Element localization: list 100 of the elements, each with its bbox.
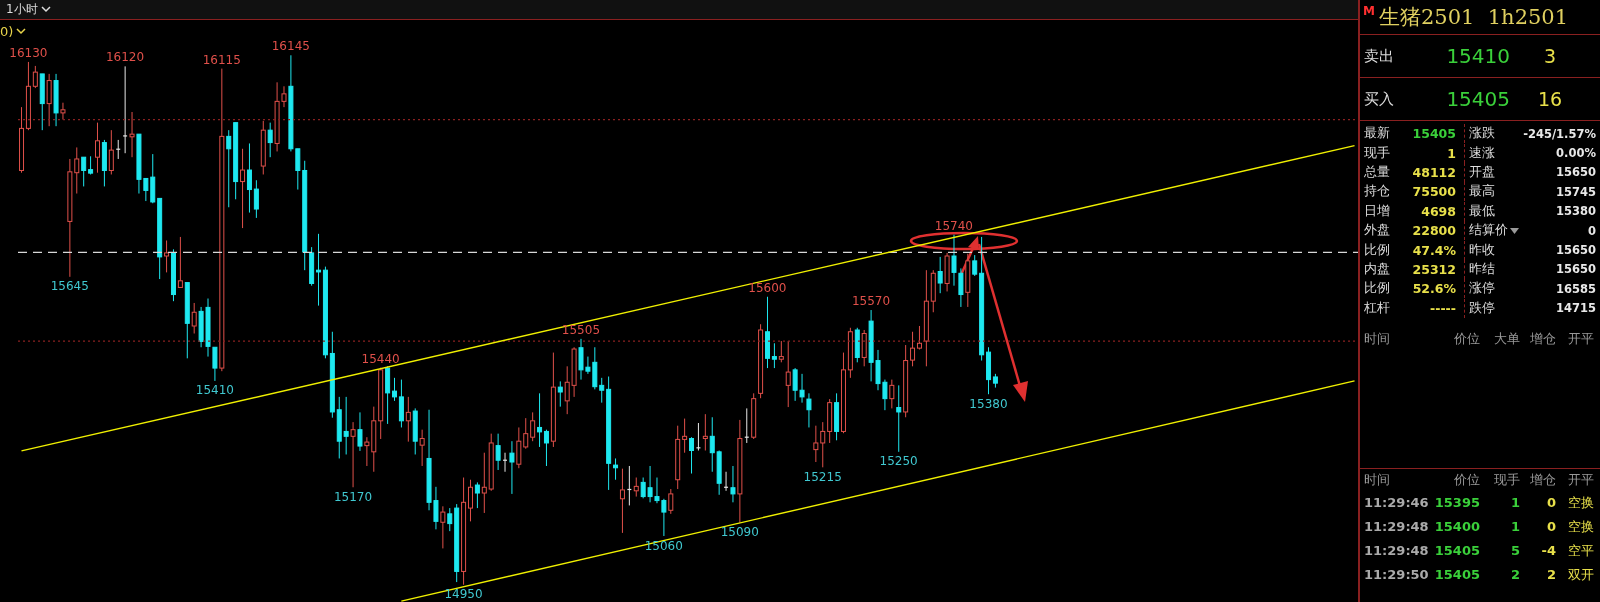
- annotation: 15570: [851, 294, 891, 309]
- candlestick: [702, 413, 708, 451]
- candlestick: [813, 425, 819, 463]
- text: M: [1363, 4, 1375, 18]
- text: 11:29:50 15405 2 2 双开: [1364, 566, 1594, 583]
- candlestick: [60, 102, 66, 121]
- candlestick: [81, 156, 87, 187]
- annotation: 15440: [361, 351, 400, 366]
- candlestick: [316, 233, 322, 307]
- candlestick: [129, 111, 135, 158]
- candlestick: [682, 418, 688, 454]
- text: 日增 4698 最低 15380: [1364, 202, 1596, 219]
- candlestick: [509, 440, 515, 495]
- text: 时间 价位 大单 增仓 开平: [1364, 330, 1594, 346]
- candlestick: [191, 302, 197, 335]
- candlestick: [440, 505, 446, 549]
- candlestick: [240, 148, 246, 229]
- candlestick: [226, 129, 232, 208]
- text: 总量 48112 开盘 15650: [1364, 163, 1596, 180]
- candlestick: [447, 507, 453, 532]
- annotation: 15380: [969, 396, 1008, 411]
- candlestick: [357, 411, 363, 452]
- annotation: 16130: [9, 45, 48, 60]
- text: 比例 52.6% 涨停 16585: [1364, 280, 1596, 297]
- candlestick: [343, 396, 349, 455]
- annotation: 16120: [105, 50, 145, 65]
- text: 11:29:48 15405 5 -4 空平: [1364, 542, 1594, 559]
- candlestick: [122, 65, 128, 154]
- candlestick: [108, 129, 114, 175]
- text: 时间 价位 现手 增仓 开平: [1364, 471, 1594, 487]
- candlestick: [633, 477, 639, 498]
- annotation: 15645: [50, 279, 89, 294]
- candlestick: [398, 379, 404, 428]
- text: 卖出 15410 3: [1364, 44, 1557, 68]
- candlestick: [599, 377, 605, 404]
- candlestick: [958, 267, 964, 308]
- candlestick: [778, 340, 784, 363]
- text: 现手 1 速涨 0.00%: [1364, 144, 1596, 161]
- candlestick: [613, 457, 619, 481]
- candlestick: [95, 122, 100, 174]
- candlestick: [523, 417, 529, 450]
- candlestick: [253, 179, 259, 219]
- text: 杠杆 ----- 跌停 14715: [1364, 299, 1596, 316]
- candlestick: [246, 142, 252, 214]
- annotation: 15170: [333, 489, 373, 504]
- candlestick: [689, 436, 695, 475]
- text: 最新 15405 涨跌 -245/1.57%: [1364, 125, 1596, 142]
- annotation: 15215: [803, 469, 842, 484]
- text: 比例 47.4% 昨收 15650: [1364, 241, 1596, 258]
- candlestick: [481, 452, 487, 514]
- candlestick: [951, 234, 957, 287]
- annotation: 15740: [934, 218, 974, 233]
- candlestick: [668, 488, 674, 515]
- text: 0): [0, 24, 14, 39]
- candlestick: [495, 433, 501, 471]
- candlestick: [537, 392, 543, 448]
- candlestick: [771, 342, 777, 369]
- candlestick: [861, 329, 867, 367]
- candlestick: [267, 122, 273, 158]
- candlestick: [896, 384, 902, 453]
- candlestick: [972, 254, 978, 277]
- candlestick: [164, 239, 170, 273]
- annotation: 14950: [444, 587, 483, 602]
- annotation: 15410: [195, 383, 234, 398]
- text: 生猪2501 1h2501: [1378, 4, 1569, 31]
- annotation: 15060: [644, 538, 683, 553]
- candlestick: [785, 340, 791, 408]
- text: 外盘 22800 结算价 0: [1364, 222, 1596, 239]
- text: 买入 15405 16: [1364, 87, 1563, 111]
- candlestick: [212, 346, 218, 382]
- candlestick: [46, 73, 52, 127]
- candlestick: [889, 379, 895, 409]
- candlestick: [619, 468, 625, 534]
- candlestick: [32, 65, 38, 89]
- candlestick: [910, 331, 916, 367]
- candlestick: [730, 465, 736, 503]
- candlestick: [937, 256, 943, 294]
- candlestick: [467, 479, 473, 522]
- candlestick: [350, 421, 356, 488]
- text: 11:29:48 15400 1 0 空换: [1364, 518, 1594, 535]
- annotation: 15505: [561, 322, 601, 337]
- candlestick: [419, 429, 425, 467]
- candlestick: [820, 421, 826, 468]
- candlestick: [557, 380, 563, 408]
- text: 持仓 75500 最高 15745: [1364, 183, 1596, 200]
- candlestick: [806, 392, 812, 428]
- annotation: 15250: [879, 454, 918, 469]
- text: 内盘 25312 昨结 15650: [1364, 260, 1596, 277]
- annotation: 15600: [748, 280, 787, 295]
- candlestick: [530, 411, 536, 442]
- candlestick: [405, 396, 411, 443]
- candlestick: [177, 236, 183, 288]
- candlestick: [474, 481, 480, 509]
- candlestick: [392, 377, 398, 402]
- text: 11:29:46 15395 1 0 空换: [1364, 494, 1594, 511]
- candlestick: [543, 429, 549, 467]
- candlestick: [516, 426, 522, 469]
- annotation: 16145: [271, 39, 310, 54]
- text: 1小时: [6, 1, 38, 18]
- annotation: 15090: [720, 525, 759, 540]
